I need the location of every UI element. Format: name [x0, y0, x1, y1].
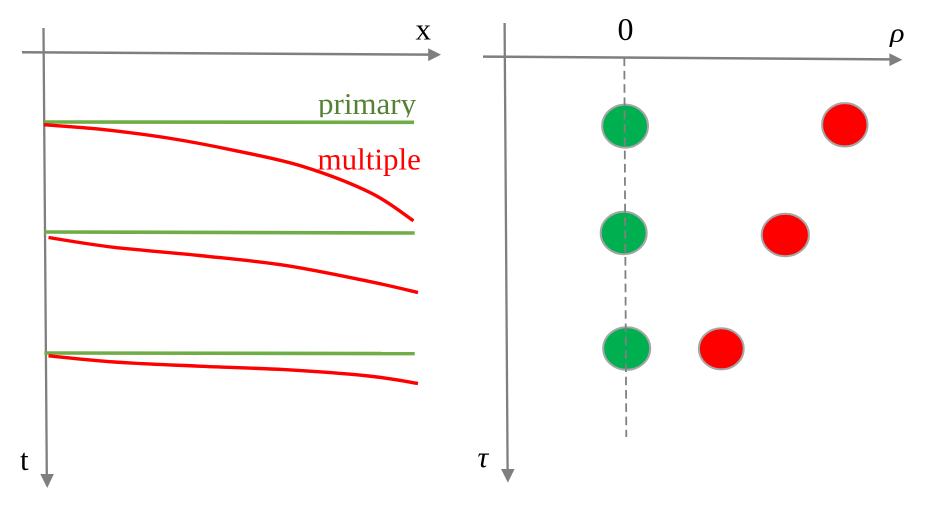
svg-text:0: 0 [618, 11, 634, 47]
svg-text:t: t [20, 442, 29, 477]
svg-text:τ: τ [478, 441, 490, 474]
svg-text:multiple: multiple [318, 141, 421, 176]
svg-text:primary: primary [318, 86, 417, 121]
svg-text:ρ: ρ [889, 19, 905, 48]
svg-text:x: x [416, 12, 432, 47]
